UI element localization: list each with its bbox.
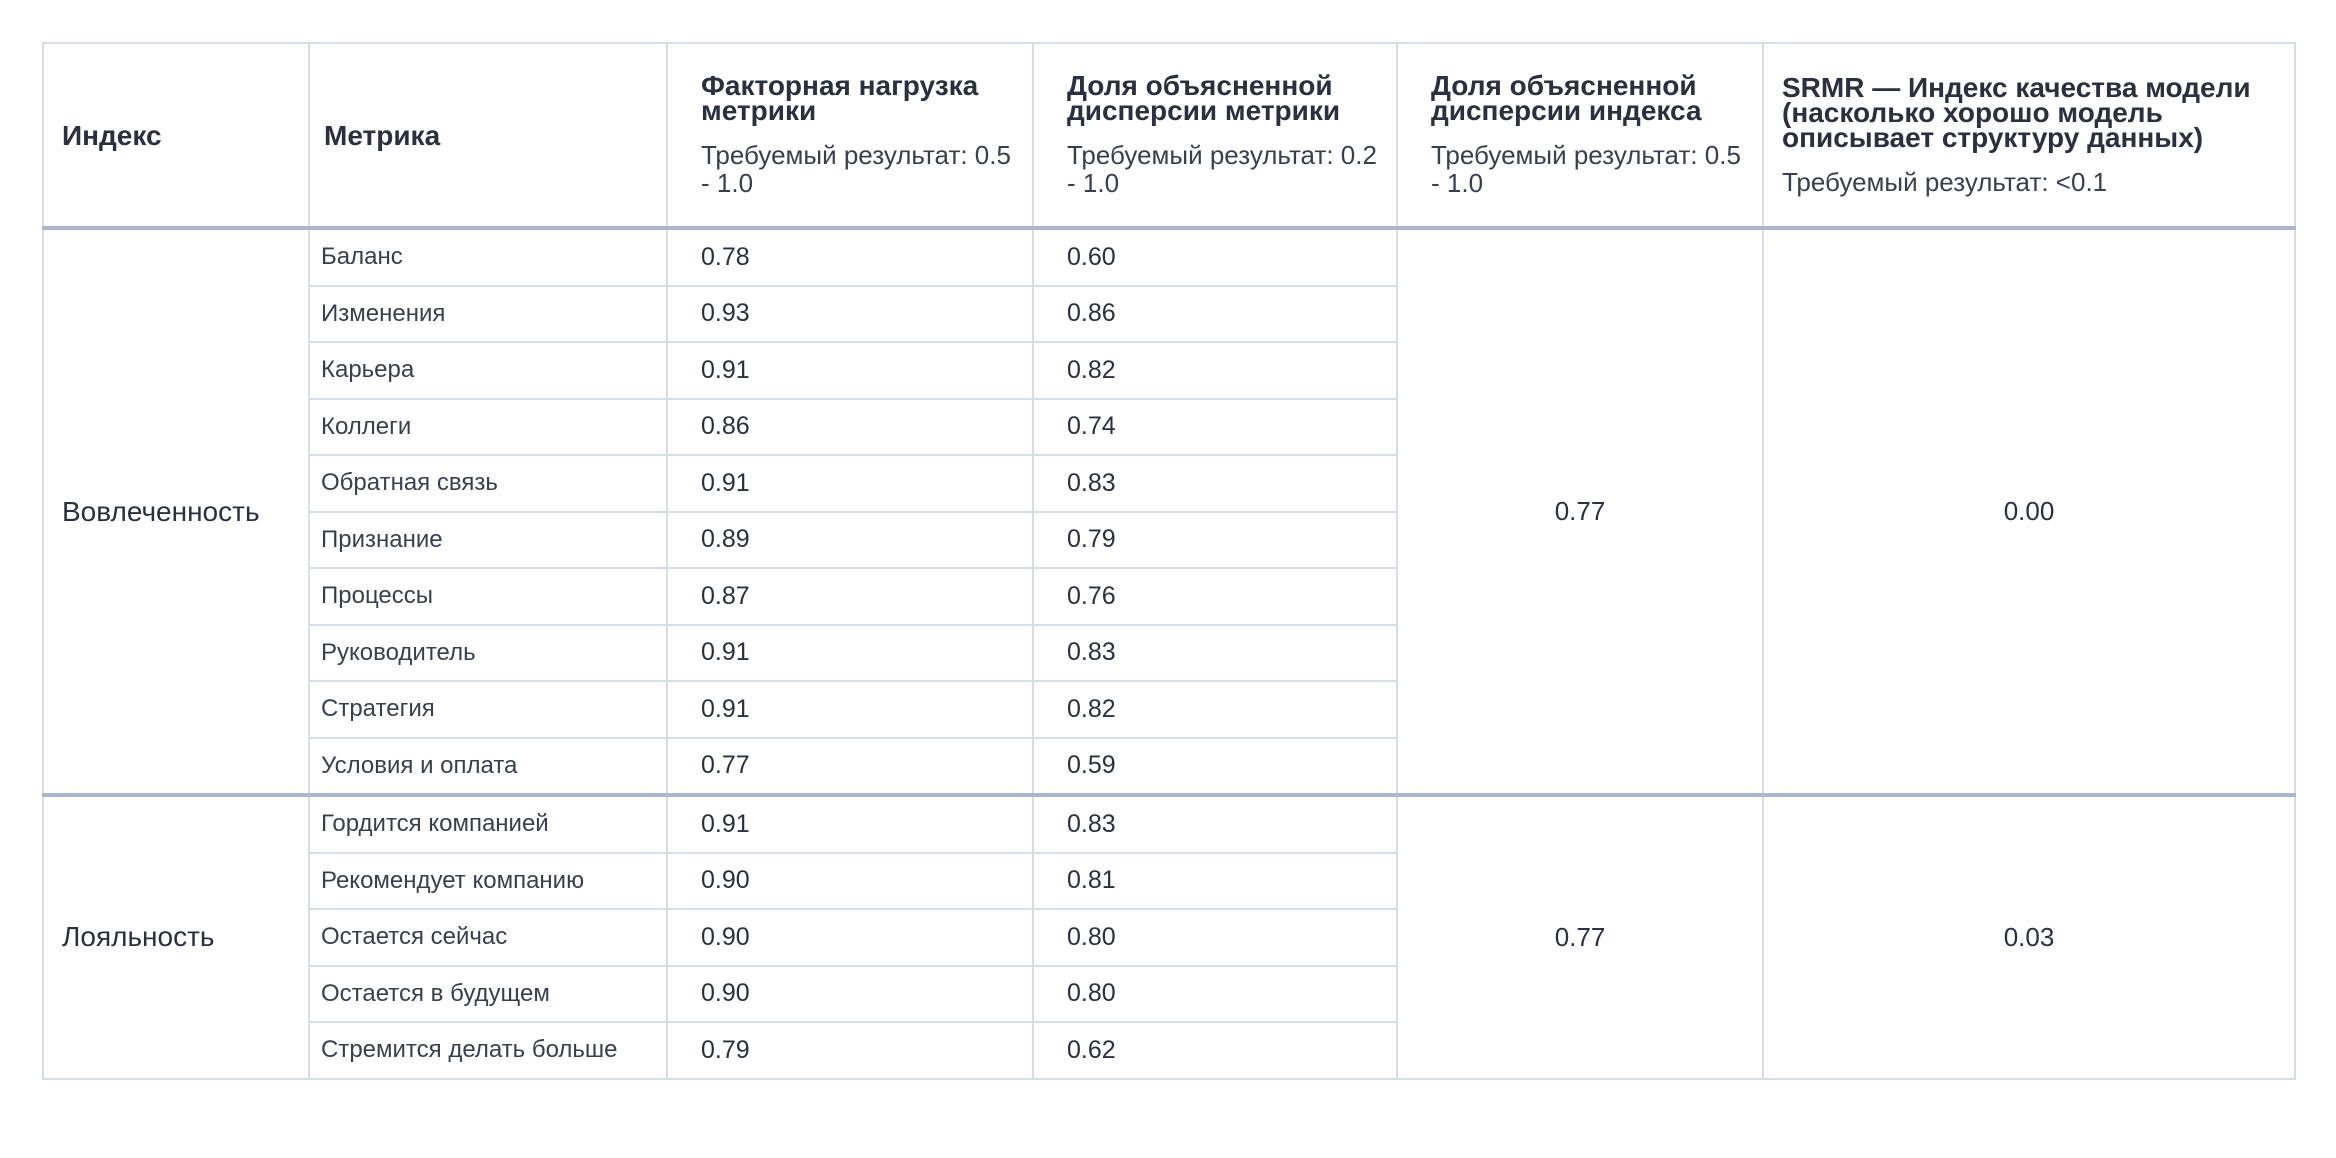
header-metric-variance-requirement: Требуемый результат: 0.2 - 1.0 bbox=[1067, 140, 1377, 198]
metric-variance: 0.59 bbox=[1032, 736, 1398, 796]
metric-variance: 0.86 bbox=[1032, 284, 1398, 343]
metric-name: Коллеги bbox=[308, 397, 668, 456]
metric-name: Стремится делать больше bbox=[308, 1021, 668, 1080]
metric-variance: 0.83 bbox=[1032, 454, 1398, 513]
factor-loading: 0.93 bbox=[666, 284, 1034, 343]
metric-name: Руководитель bbox=[308, 623, 668, 682]
metric-name: Остается в будущем bbox=[308, 964, 668, 1023]
metric-variance: 0.74 bbox=[1032, 397, 1398, 456]
factor-loading: 0.79 bbox=[666, 1021, 1034, 1080]
table-row: Коллеги 0.86 0.74 bbox=[43, 397, 2295, 456]
metric-name: Признание bbox=[308, 510, 668, 569]
metric-name: Стратегия bbox=[308, 680, 668, 739]
table-row: Обратная связь 0.91 0.83 bbox=[43, 454, 2295, 513]
metric-variance: 0.82 bbox=[1032, 680, 1398, 739]
table-row: Стремится делать больше 0.79 0.62 bbox=[43, 1021, 2295, 1080]
factor-loading: 0.91 bbox=[666, 454, 1034, 513]
header-metric-variance-title: Доля объясненной дисперсии метрики bbox=[1067, 70, 1341, 126]
table-row: Остается сейчас 0.90 0.80 bbox=[43, 908, 2295, 967]
metric-name: Гордится компанией bbox=[308, 794, 668, 854]
metric-variance: 0.80 bbox=[1032, 964, 1398, 1023]
metric-variance: 0.82 bbox=[1032, 341, 1398, 400]
factor-loading: 0.77 bbox=[666, 736, 1034, 796]
metric-name: Баланс bbox=[308, 227, 668, 287]
metric-name: Процессы bbox=[308, 567, 668, 626]
table-row: Процессы 0.87 0.76 bbox=[43, 567, 2295, 626]
header-row: Индекс Метрика Факторная нагрузка метрик… bbox=[42, 42, 2296, 229]
table-row: Условия и оплата 0.77 0.59 bbox=[43, 736, 2295, 796]
factor-loading: 0.78 bbox=[666, 227, 1034, 287]
factor-loading: 0.91 bbox=[666, 623, 1034, 682]
metric-variance: 0.81 bbox=[1032, 851, 1398, 910]
group-engagement: Вовлеченность Баланс 0.78 0.60 0.77 0.00… bbox=[42, 227, 2296, 796]
metric-name: Условия и оплата bbox=[308, 736, 668, 796]
table-row: Рекомендует компанию 0.90 0.81 bbox=[43, 851, 2295, 910]
metric-variance: 0.60 bbox=[1032, 227, 1398, 287]
index-variance: 0.77 bbox=[1396, 227, 1764, 796]
metric-name: Остается сейчас bbox=[308, 908, 668, 967]
factor-analysis-table: Индекс Метрика Факторная нагрузка метрик… bbox=[42, 42, 2296, 1080]
header-index-variance-title: Доля объясненной дисперсии индекса bbox=[1431, 70, 1702, 126]
metric-variance: 0.83 bbox=[1032, 794, 1398, 854]
table-row: Карьера 0.91 0.82 bbox=[43, 341, 2295, 400]
group-index-name: Вовлеченность bbox=[42, 227, 310, 796]
metric-variance: 0.79 bbox=[1032, 510, 1398, 569]
metric-variance: 0.76 bbox=[1032, 567, 1398, 626]
metric-name: Рекомендует компанию bbox=[308, 851, 668, 910]
header-metric-title: Метрика bbox=[324, 119, 441, 151]
header-metric-variance: Доля объясненной дисперсии метрики Требу… bbox=[1032, 42, 1398, 229]
factor-loading: 0.91 bbox=[666, 341, 1034, 400]
factor-loading: 0.89 bbox=[666, 510, 1034, 569]
factor-loading: 0.90 bbox=[666, 851, 1034, 910]
table-row: Руководитель 0.91 0.83 bbox=[43, 623, 2295, 682]
header-index-variance-requirement: Требуемый результат: 0.5 - 1.0 bbox=[1431, 140, 1741, 198]
factor-loading: 0.86 bbox=[666, 397, 1034, 456]
factor-loading: 0.90 bbox=[666, 964, 1034, 1023]
metric-variance: 0.80 bbox=[1032, 908, 1398, 967]
header-index-title: Индекс bbox=[62, 119, 162, 151]
table-row: Изменения 0.93 0.86 bbox=[43, 284, 2295, 343]
metric-variance: 0.62 bbox=[1032, 1021, 1398, 1080]
factor-loading: 0.87 bbox=[666, 567, 1034, 626]
table-row: Признание 0.89 0.79 bbox=[43, 510, 2295, 569]
index-variance: 0.77 bbox=[1396, 794, 1764, 1080]
header-loading-requirement: Требуемый результат: 0.5 - 1.0 bbox=[701, 140, 1011, 198]
srmr-value: 0.03 bbox=[1762, 794, 2296, 1080]
header-loading: Факторная нагрузка метрики Требуемый рез… bbox=[666, 42, 1034, 229]
header-srmr: SRMR — Индекс качества модели (насколько… bbox=[1762, 42, 2296, 229]
metric-name: Обратная связь bbox=[308, 454, 668, 513]
table-header: Индекс Метрика Факторная нагрузка метрик… bbox=[42, 42, 2296, 229]
header-index-variance: Доля объясненной дисперсии индекса Требу… bbox=[1396, 42, 1764, 229]
table-row: Остается в будущем 0.90 0.80 bbox=[43, 964, 2295, 1023]
factor-loading: 0.91 bbox=[666, 680, 1034, 739]
metric-name: Карьера bbox=[308, 341, 668, 400]
table-row: Лояльность Гордится компанией 0.91 0.83 … bbox=[42, 794, 2296, 1080]
metric-variance: 0.83 bbox=[1032, 623, 1398, 682]
metric-name: Изменения bbox=[308, 284, 668, 343]
factor-loading: 0.90 bbox=[666, 908, 1034, 967]
group-index-name: Лояльность bbox=[42, 794, 310, 1080]
header-metric: Метрика bbox=[308, 42, 668, 229]
header-srmr-title: SRMR — Индекс качества модели (насколько… bbox=[1782, 71, 2251, 153]
header-loading-title: Факторная нагрузка метрики bbox=[701, 70, 979, 126]
header-srmr-requirement: Требуемый результат: <0.1 bbox=[1782, 166, 2108, 197]
group-loyalty: Лояльность Гордится компанией 0.91 0.83 … bbox=[42, 794, 2296, 1080]
table-row: Стратегия 0.91 0.82 bbox=[43, 680, 2295, 739]
factor-loading: 0.91 bbox=[666, 794, 1034, 854]
table-row: Вовлеченность Баланс 0.78 0.60 0.77 0.00 bbox=[42, 227, 2296, 796]
srmr-value: 0.00 bbox=[1762, 227, 2296, 796]
header-index: Индекс bbox=[42, 42, 310, 229]
